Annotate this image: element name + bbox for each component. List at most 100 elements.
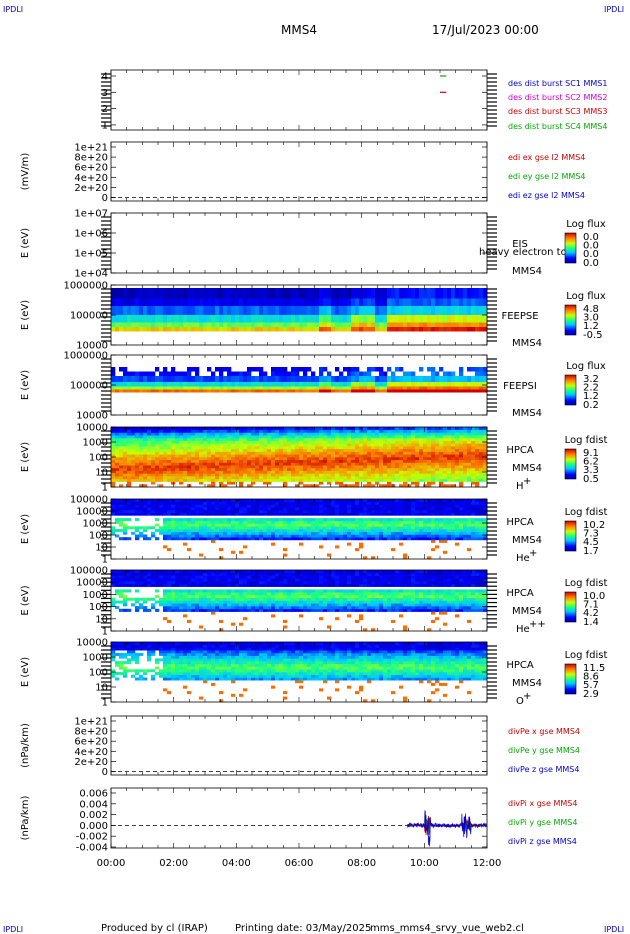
heatmap-cell	[203, 435, 208, 439]
heatmap-cell	[227, 523, 232, 527]
heatmap-cell	[391, 435, 396, 439]
heatmap-cell	[415, 512, 420, 516]
heatmap-cell	[335, 537, 340, 541]
heatmap-cell	[275, 327, 280, 332]
heatmap-cell	[335, 435, 340, 439]
heatmap-cell	[247, 315, 252, 323]
heatmap-cell	[363, 499, 368, 503]
heatmap-cell	[323, 534, 328, 538]
heatmap-cell	[363, 435, 368, 439]
heatmap-cell	[171, 504, 176, 508]
heatmap-cell	[299, 531, 304, 535]
heatmap-cell	[403, 322, 408, 327]
heatmap-cell	[439, 518, 444, 522]
heatmap-cell	[315, 465, 320, 469]
heatmap-cell	[159, 459, 164, 463]
heatmap-cell	[475, 367, 480, 372]
heatmap-cell	[459, 520, 464, 524]
heatmap-cell	[451, 327, 456, 332]
heatmap-cell	[435, 446, 440, 450]
heatmap-cell	[431, 440, 436, 444]
heatmap-cell	[375, 386, 380, 390]
heatmap-cell	[183, 518, 188, 522]
heatmap-cell	[263, 432, 268, 436]
heatmap-cell	[263, 443, 268, 447]
heatmap-cell	[327, 432, 332, 436]
heatmap-cell	[187, 322, 192, 327]
heatmap-cell	[335, 440, 340, 444]
heatmap-cell	[227, 504, 232, 508]
heatmap-cell	[463, 288, 468, 299]
heatmap-cell	[411, 470, 416, 474]
heatmap-cell	[295, 306, 300, 315]
heatmap-cell	[355, 465, 360, 469]
heatmap-cell	[347, 504, 352, 508]
heatmap-cell	[295, 367, 300, 372]
heatmap-cell	[219, 529, 224, 533]
heatmap-cell	[327, 327, 332, 332]
heatmap-cell	[199, 523, 204, 527]
heatmap-cell	[427, 518, 432, 522]
heatmap-cell	[199, 298, 204, 306]
heatmap-cell	[463, 512, 468, 516]
heatmap-cell	[443, 389, 448, 393]
heatmap-cell	[203, 476, 208, 480]
heatmap-cell	[315, 509, 320, 513]
heatmap-cell	[279, 306, 284, 315]
heatmap-cell	[215, 531, 220, 535]
heatmap-cell	[279, 386, 284, 390]
heatmap-cell	[363, 531, 368, 535]
heatmap-cell	[375, 467, 380, 471]
heatmap-cell	[191, 437, 196, 441]
heatmap-cell	[347, 529, 352, 533]
heatmap-cell	[187, 382, 192, 387]
heatmap-cell	[463, 520, 468, 524]
heatmap-cell	[283, 448, 288, 452]
heatmap-cell	[471, 446, 476, 450]
heatmap-cell	[159, 288, 164, 299]
heatmap-cell	[387, 499, 392, 503]
heatmap-cell	[447, 537, 452, 541]
heatmap-cell	[347, 470, 352, 474]
heatmap-cell	[391, 448, 396, 452]
heatmap-cell	[411, 481, 416, 485]
heatmap-cell	[243, 376, 248, 382]
heatmap-cell	[163, 288, 168, 299]
heatmap-cell	[207, 518, 212, 522]
heatmap-cell	[195, 327, 200, 332]
heatmap-cell	[211, 512, 216, 516]
heatmap-cell	[431, 539, 436, 543]
heatmap-cell	[355, 440, 360, 444]
heatmap-cell	[147, 315, 152, 323]
heatmap-cell	[251, 427, 256, 431]
heatmap-cell	[171, 470, 176, 474]
heatmap-cell	[199, 465, 204, 469]
heatmap-cell	[359, 446, 364, 450]
heatmap-cell	[431, 432, 436, 436]
heatmap-cell	[131, 437, 136, 441]
heatmap-cell	[223, 446, 228, 450]
heatmap-cell	[295, 504, 300, 508]
heatmap-cell	[303, 367, 308, 372]
heatmap-cell	[135, 446, 140, 450]
heatmap-cell	[163, 504, 168, 508]
heatmap-cell	[435, 507, 440, 511]
heatmap-cell	[463, 504, 468, 508]
heatmap-cell	[447, 476, 452, 480]
heatmap-cell	[251, 451, 256, 455]
heatmap-cell	[163, 537, 168, 541]
heatmap-cell	[203, 429, 208, 433]
heatmap-cell	[359, 376, 364, 382]
heatmap-cell	[223, 534, 228, 538]
heatmap-cell	[455, 542, 460, 546]
heatmap-cell	[223, 315, 228, 323]
heatmap-cell	[471, 315, 476, 323]
heatmap-cell	[295, 531, 300, 535]
heatmap-cell	[223, 526, 228, 530]
heatmap-cell	[223, 518, 228, 522]
heatmap-cell	[111, 327, 116, 332]
heatmap-cell	[367, 389, 372, 393]
heatmap-cell	[263, 476, 268, 480]
heatmap-cell	[455, 427, 460, 431]
heatmap-cell	[195, 507, 200, 511]
